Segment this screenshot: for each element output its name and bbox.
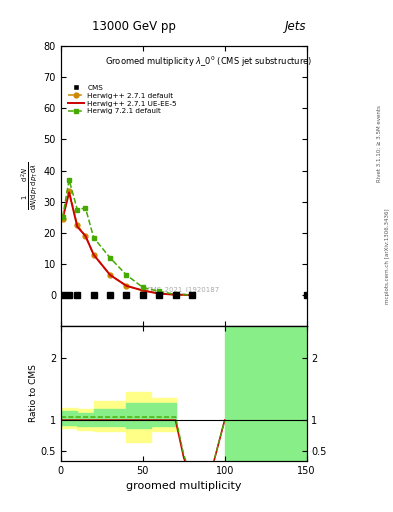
Line: Herwig 7.2.1 default: Herwig 7.2.1 default bbox=[60, 178, 195, 297]
Herwig 7.2.1 default bbox=[173, 291, 178, 297]
Herwig++ 2.7.1 default bbox=[67, 188, 72, 194]
CMS bbox=[60, 292, 65, 298]
Text: mcplots.cern.ch [arXiv:1306.3436]: mcplots.cern.ch [arXiv:1306.3436] bbox=[385, 208, 389, 304]
CMS bbox=[124, 292, 129, 298]
Herwig 7.2.1 default bbox=[83, 205, 88, 211]
CMS bbox=[108, 292, 112, 298]
Herwig++ 2.7.1 UE-EE-5 bbox=[140, 287, 145, 293]
Legend: CMS, Herwig++ 2.7.1 default, Herwig++ 2.7.1 UE-EE-5, Herwig 7.2.1 default: CMS, Herwig++ 2.7.1 default, Herwig++ 2.… bbox=[67, 83, 178, 116]
Herwig 7.2.1 default bbox=[91, 234, 96, 241]
Herwig++ 2.7.1 UE-EE-5 bbox=[108, 272, 112, 278]
X-axis label: groomed multiplicity: groomed multiplicity bbox=[126, 481, 241, 491]
Text: Jets: Jets bbox=[285, 20, 307, 33]
Herwig++ 2.7.1 default bbox=[140, 287, 145, 293]
Herwig 7.2.1 default bbox=[157, 288, 162, 294]
Herwig++ 2.7.1 default bbox=[189, 292, 194, 298]
CMS bbox=[140, 292, 145, 298]
Herwig 7.2.1 default bbox=[67, 177, 72, 183]
CMS bbox=[75, 292, 80, 298]
CMS bbox=[67, 292, 72, 298]
Text: Groomed multiplicity $\lambda\_0^0$ (CMS jet substructure): Groomed multiplicity $\lambda\_0^0$ (CMS… bbox=[105, 54, 312, 69]
Herwig 7.2.1 default bbox=[75, 206, 80, 212]
Herwig++ 2.7.1 UE-EE-5 bbox=[91, 251, 96, 258]
Herwig 7.2.1 default bbox=[140, 284, 145, 290]
Line: Herwig++ 2.7.1 default: Herwig++ 2.7.1 default bbox=[60, 188, 195, 297]
Line: Herwig++ 2.7.1 UE-EE-5: Herwig++ 2.7.1 UE-EE-5 bbox=[62, 193, 192, 295]
Herwig++ 2.7.1 UE-EE-5 bbox=[124, 283, 129, 289]
Herwig 7.2.1 default bbox=[60, 214, 65, 220]
Herwig 7.2.1 default bbox=[108, 255, 112, 261]
Y-axis label: $\frac{1}{\mathrm{d}N/\mathrm{d}p_\mathrm{T}}\frac{\mathrm{d}^2N}{\mathrm{d}p_\m: $\frac{1}{\mathrm{d}N/\mathrm{d}p_\mathr… bbox=[19, 162, 40, 210]
CMS bbox=[157, 292, 162, 298]
Herwig++ 2.7.1 default bbox=[83, 233, 88, 239]
Herwig++ 2.7.1 UE-EE-5 bbox=[173, 292, 178, 298]
CMS bbox=[304, 292, 309, 298]
Herwig++ 2.7.1 default bbox=[173, 292, 178, 298]
CMS bbox=[189, 292, 194, 298]
Herwig++ 2.7.1 default bbox=[157, 290, 162, 296]
Herwig++ 2.7.1 default bbox=[108, 272, 112, 278]
Line: CMS: CMS bbox=[59, 292, 310, 298]
Herwig++ 2.7.1 default bbox=[124, 283, 129, 289]
Herwig++ 2.7.1 default bbox=[75, 222, 80, 228]
Herwig 7.2.1 default bbox=[189, 292, 194, 298]
Herwig++ 2.7.1 UE-EE-5 bbox=[60, 216, 65, 222]
CMS bbox=[173, 292, 178, 298]
Herwig++ 2.7.1 UE-EE-5 bbox=[83, 233, 88, 239]
Herwig 7.2.1 default bbox=[124, 272, 129, 278]
Herwig++ 2.7.1 UE-EE-5 bbox=[189, 292, 194, 298]
Text: 13000 GeV pp: 13000 GeV pp bbox=[92, 20, 176, 33]
Herwig++ 2.7.1 default bbox=[60, 216, 65, 222]
Herwig++ 2.7.1 UE-EE-5 bbox=[157, 290, 162, 296]
Text: Rivet 3.1.10; ≥ 3.5M events: Rivet 3.1.10; ≥ 3.5M events bbox=[377, 105, 382, 182]
Herwig++ 2.7.1 default bbox=[91, 251, 96, 258]
Herwig++ 2.7.1 UE-EE-5 bbox=[67, 189, 72, 196]
Herwig++ 2.7.1 UE-EE-5 bbox=[75, 224, 80, 230]
CMS bbox=[91, 292, 96, 298]
Y-axis label: Ratio to CMS: Ratio to CMS bbox=[29, 365, 38, 422]
Text: CMS_2021_I1920187: CMS_2021_I1920187 bbox=[147, 287, 220, 293]
